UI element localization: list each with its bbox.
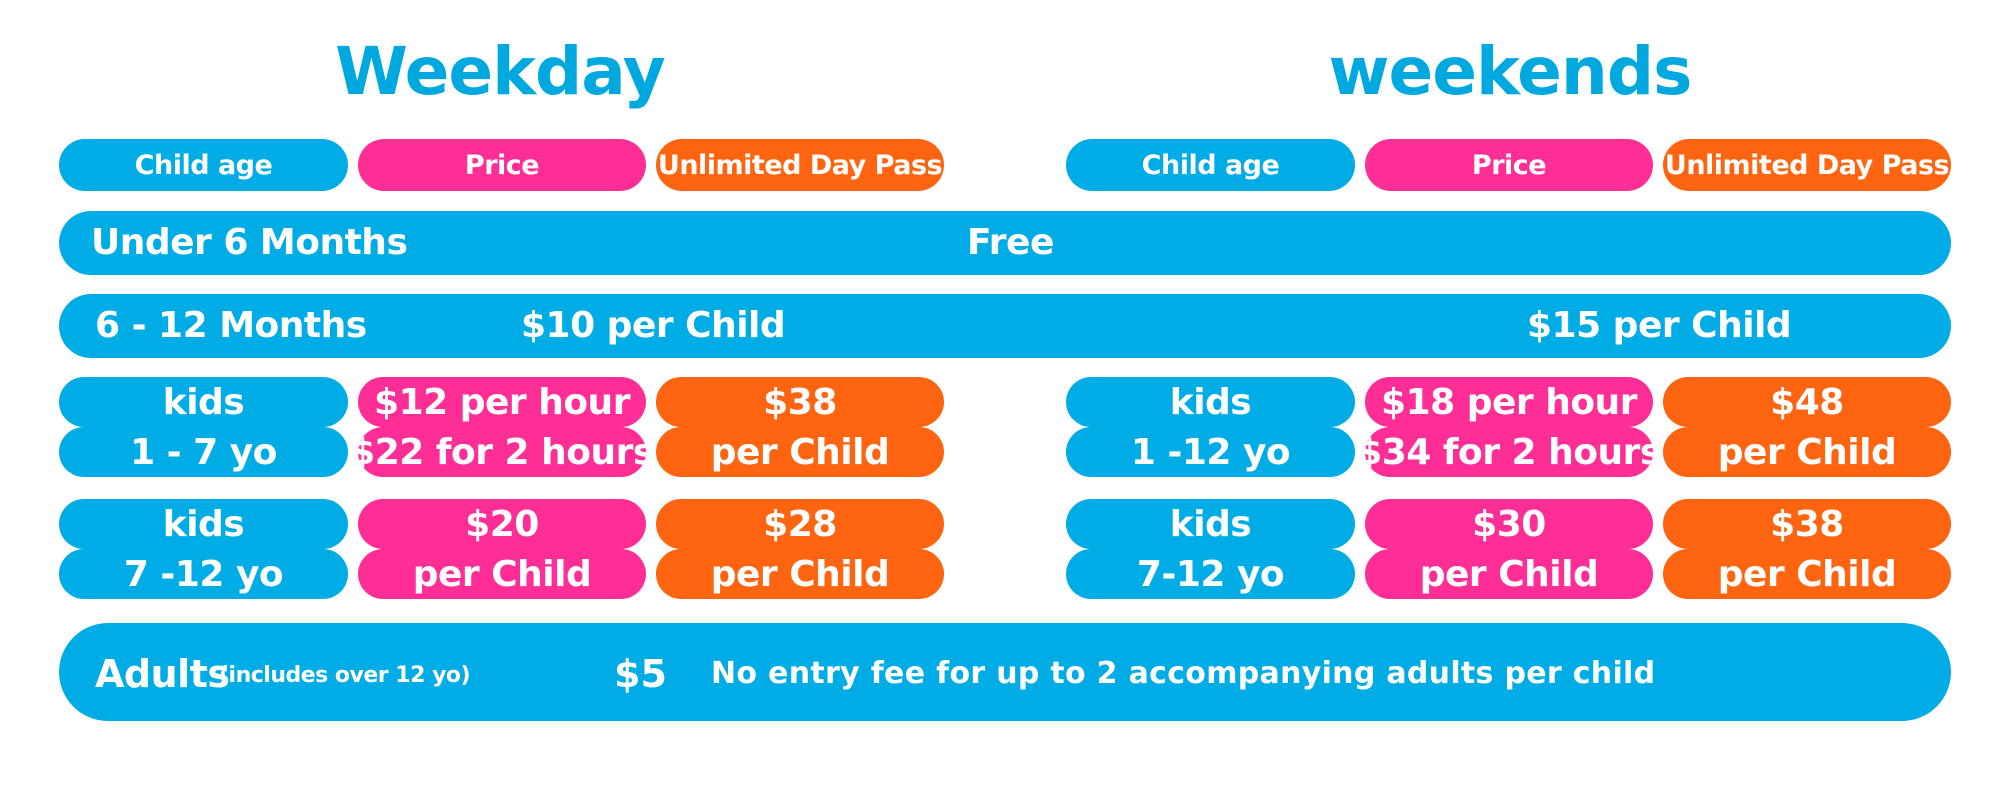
weekday-price-header: Price xyxy=(358,139,646,191)
weekday-row2-pass-line2: per Child xyxy=(656,549,944,599)
weekday-row2-pass-line1: $28 xyxy=(656,499,944,549)
weekday-row1-pass: $38 per Child xyxy=(656,377,944,477)
weekends-row1-pass-line1: $48 xyxy=(1663,377,1951,427)
weekday-row1-age: kids 1 - 7 yo xyxy=(59,377,348,477)
weekends-row2-pass-line2: per Child xyxy=(1663,549,1951,599)
6-12-months-weekday-price: $10 per Child xyxy=(521,305,786,346)
adults-price: $5 xyxy=(614,652,667,696)
adults-label: Adults xyxy=(95,652,230,696)
weekday-row2-age-line1: kids xyxy=(59,499,348,549)
weekday-child-age-header: Child age xyxy=(59,139,348,191)
weekday-row1-price-line2: $22 for 2 hours xyxy=(358,427,646,477)
weekends-row2-pass: $38 per Child xyxy=(1663,499,1951,599)
weekday-row2-price: $20 per Child xyxy=(358,499,646,599)
weekday-row1-price-line1: $12 per hour xyxy=(358,377,646,427)
under-6-months-label: Under 6 Months xyxy=(91,222,408,263)
weekends-row1-price: $18 per hour $34 for 2 hours xyxy=(1365,377,1653,477)
weekends-day-pass-header: Unlimited Day Pass xyxy=(1663,139,1951,191)
weekends-row1-price-line1: $18 per hour xyxy=(1365,377,1653,427)
weekends-row2-price: $30 per Child xyxy=(1365,499,1653,599)
weekday-heading: Weekday xyxy=(335,33,666,110)
weekday-row2-price-line1: $20 xyxy=(358,499,646,549)
weekends-row1-pass: $48 per Child xyxy=(1663,377,1951,477)
weekends-heading: weekends xyxy=(1328,33,1693,110)
weekends-price-header: Price xyxy=(1365,139,1653,191)
weekday-row1-age-line2: 1 - 7 yo xyxy=(59,427,348,477)
6-12-months-row: 6 - 12 Months $10 per Child $15 per Chil… xyxy=(59,294,1951,358)
weekends-row2-age: kids 7-12 yo xyxy=(1066,499,1355,599)
weekends-child-age-header: Child age xyxy=(1066,139,1355,191)
weekends-row2-price-line1: $30 xyxy=(1365,499,1653,549)
weekday-row2-price-line2: per Child xyxy=(358,549,646,599)
weekends-row1-age-line1: kids xyxy=(1066,377,1355,427)
weekday-row1-price: $12 per hour $22 for 2 hours xyxy=(358,377,646,477)
weekends-row1-age: kids 1 -12 yo xyxy=(1066,377,1355,477)
adults-note: (includes over 12 yo) xyxy=(219,663,471,688)
adults-row: Adults (includes over 12 yo) $5 No entry… xyxy=(59,623,1951,721)
weekday-row2-age: kids 7 -12 yo xyxy=(59,499,348,599)
weekends-row1-age-line2: 1 -12 yo xyxy=(1066,427,1355,477)
weekday-row1-pass-line1: $38 xyxy=(656,377,944,427)
weekends-row2-price-line2: per Child xyxy=(1365,549,1653,599)
adults-message: No entry fee for up to 2 accompanying ad… xyxy=(711,656,1656,691)
weekends-row2-age-line1: kids xyxy=(1066,499,1355,549)
weekday-row1-age-line1: kids xyxy=(59,377,348,427)
weekends-row1-pass-line2: per Child xyxy=(1663,427,1951,477)
6-12-months-label: 6 - 12 Months xyxy=(95,305,367,346)
weekday-row1-pass-line2: per Child xyxy=(656,427,944,477)
weekday-day-pass-header: Unlimited Day Pass xyxy=(656,139,944,191)
weekends-row2-pass-line1: $38 xyxy=(1663,499,1951,549)
weekends-row2-age-line2: 7-12 yo xyxy=(1066,549,1355,599)
under-6-months-row: Under 6 Months Free xyxy=(59,211,1951,275)
weekends-row1-price-line2: $34 for 2 hours xyxy=(1365,427,1653,477)
weekday-row2-pass: $28 per Child xyxy=(656,499,944,599)
weekday-row2-age-line2: 7 -12 yo xyxy=(59,549,348,599)
6-12-months-weekends-price: $15 per Child xyxy=(1527,305,1792,346)
under-6-months-value: Free xyxy=(967,222,1054,263)
